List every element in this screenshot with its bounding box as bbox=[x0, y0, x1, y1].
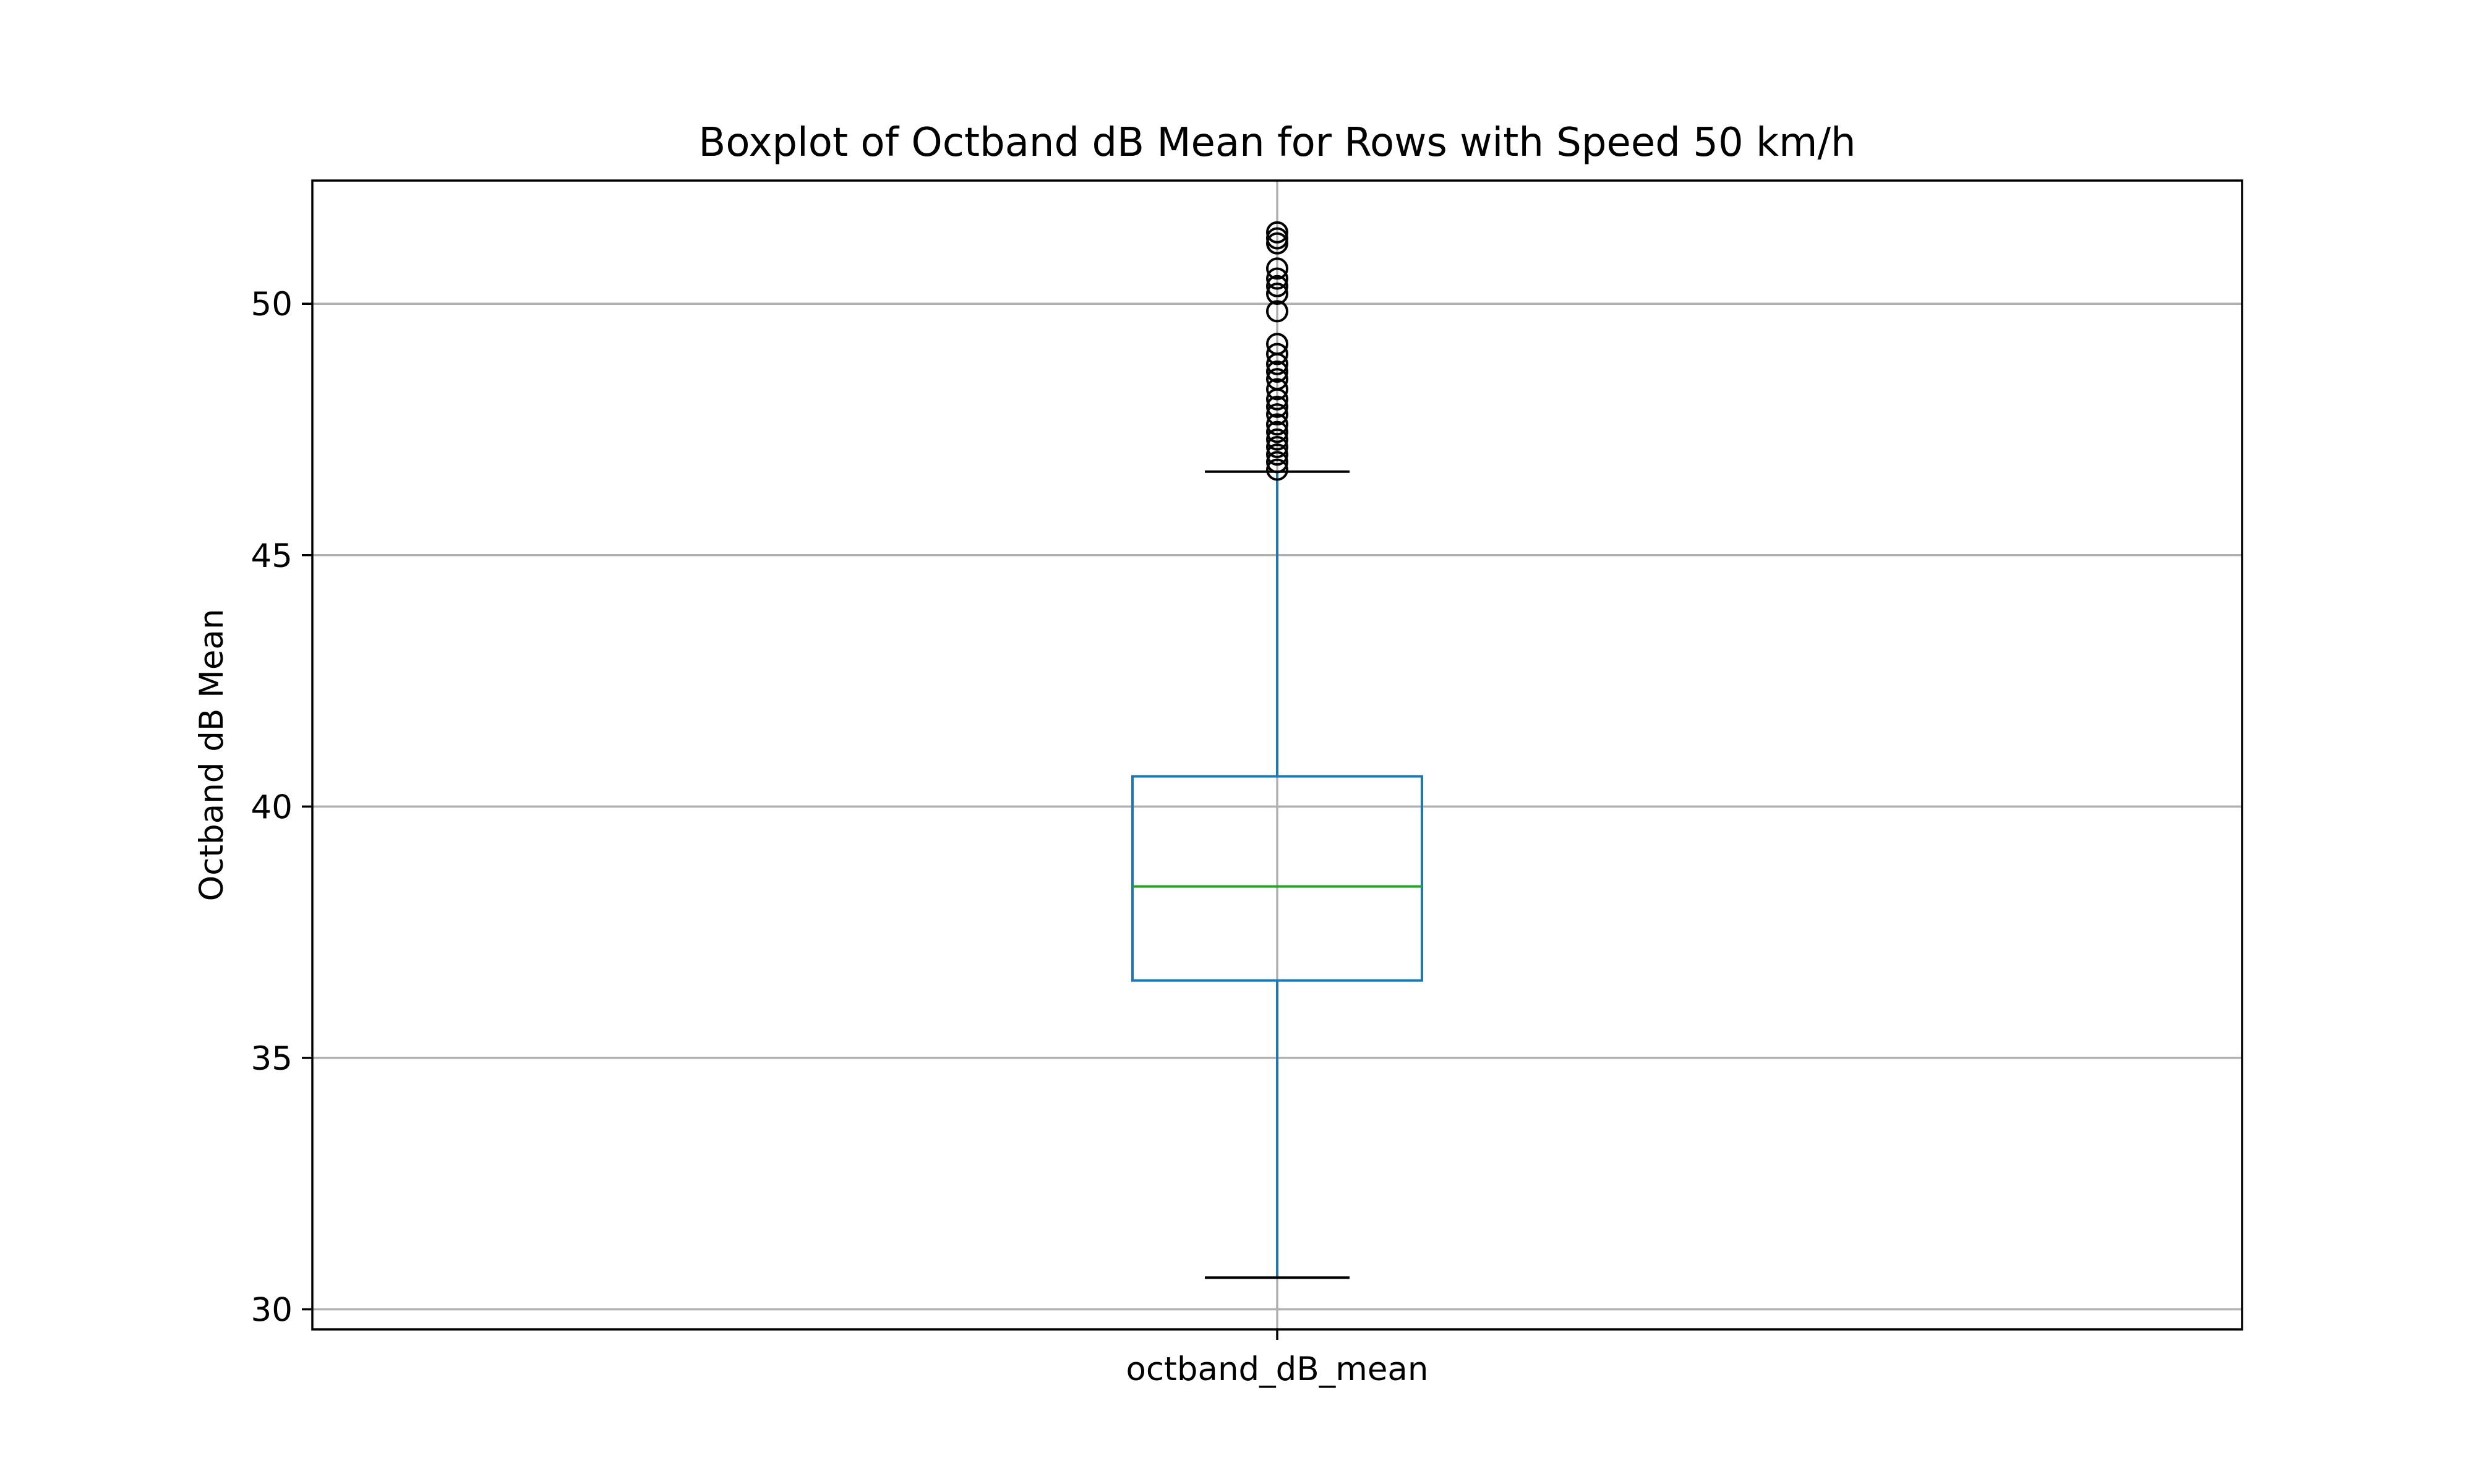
outlier-point bbox=[1266, 420, 1288, 443]
outlier-point bbox=[1266, 333, 1288, 356]
outlier-point bbox=[1266, 282, 1288, 305]
outlier-point bbox=[1266, 221, 1288, 244]
x-tick-label: octband_dB_mean bbox=[1126, 1350, 1428, 1388]
outlier-point bbox=[1266, 451, 1288, 474]
outlier-point bbox=[1266, 257, 1288, 280]
outlier-point bbox=[1266, 458, 1288, 481]
iqr-box bbox=[1131, 775, 1423, 982]
axis-ticks: 30 35 40 45 50 octband_dB_mean bbox=[251, 286, 1429, 1388]
outlier-point bbox=[1266, 267, 1288, 290]
outlier-point bbox=[1266, 443, 1288, 466]
chart-title: Boxplot of Octband dB Mean for Rows with… bbox=[698, 120, 1856, 166]
y-tick-label: 30 bbox=[251, 1291, 293, 1329]
outlier-point bbox=[1266, 403, 1288, 426]
outlier-point bbox=[1266, 395, 1288, 418]
outlier-point bbox=[1266, 378, 1288, 401]
outlier-point bbox=[1266, 343, 1288, 365]
y-tick-label: 50 bbox=[251, 286, 293, 323]
box-plot bbox=[1131, 221, 1423, 1279]
outlier-point bbox=[1266, 413, 1288, 436]
outlier-point bbox=[1266, 275, 1288, 297]
y-tick-label: 45 bbox=[251, 537, 293, 575]
outlier-point bbox=[1266, 300, 1288, 323]
outlier-point bbox=[1266, 368, 1288, 391]
outlier-point bbox=[1266, 227, 1288, 250]
y-axis-label: Octband dB Mean bbox=[193, 608, 231, 901]
outlier-point bbox=[1266, 360, 1288, 383]
outlier-point bbox=[1266, 435, 1288, 458]
y-tick-label: 40 bbox=[251, 788, 293, 826]
y-tick-label: 35 bbox=[251, 1040, 293, 1078]
outlier-point bbox=[1266, 428, 1288, 451]
